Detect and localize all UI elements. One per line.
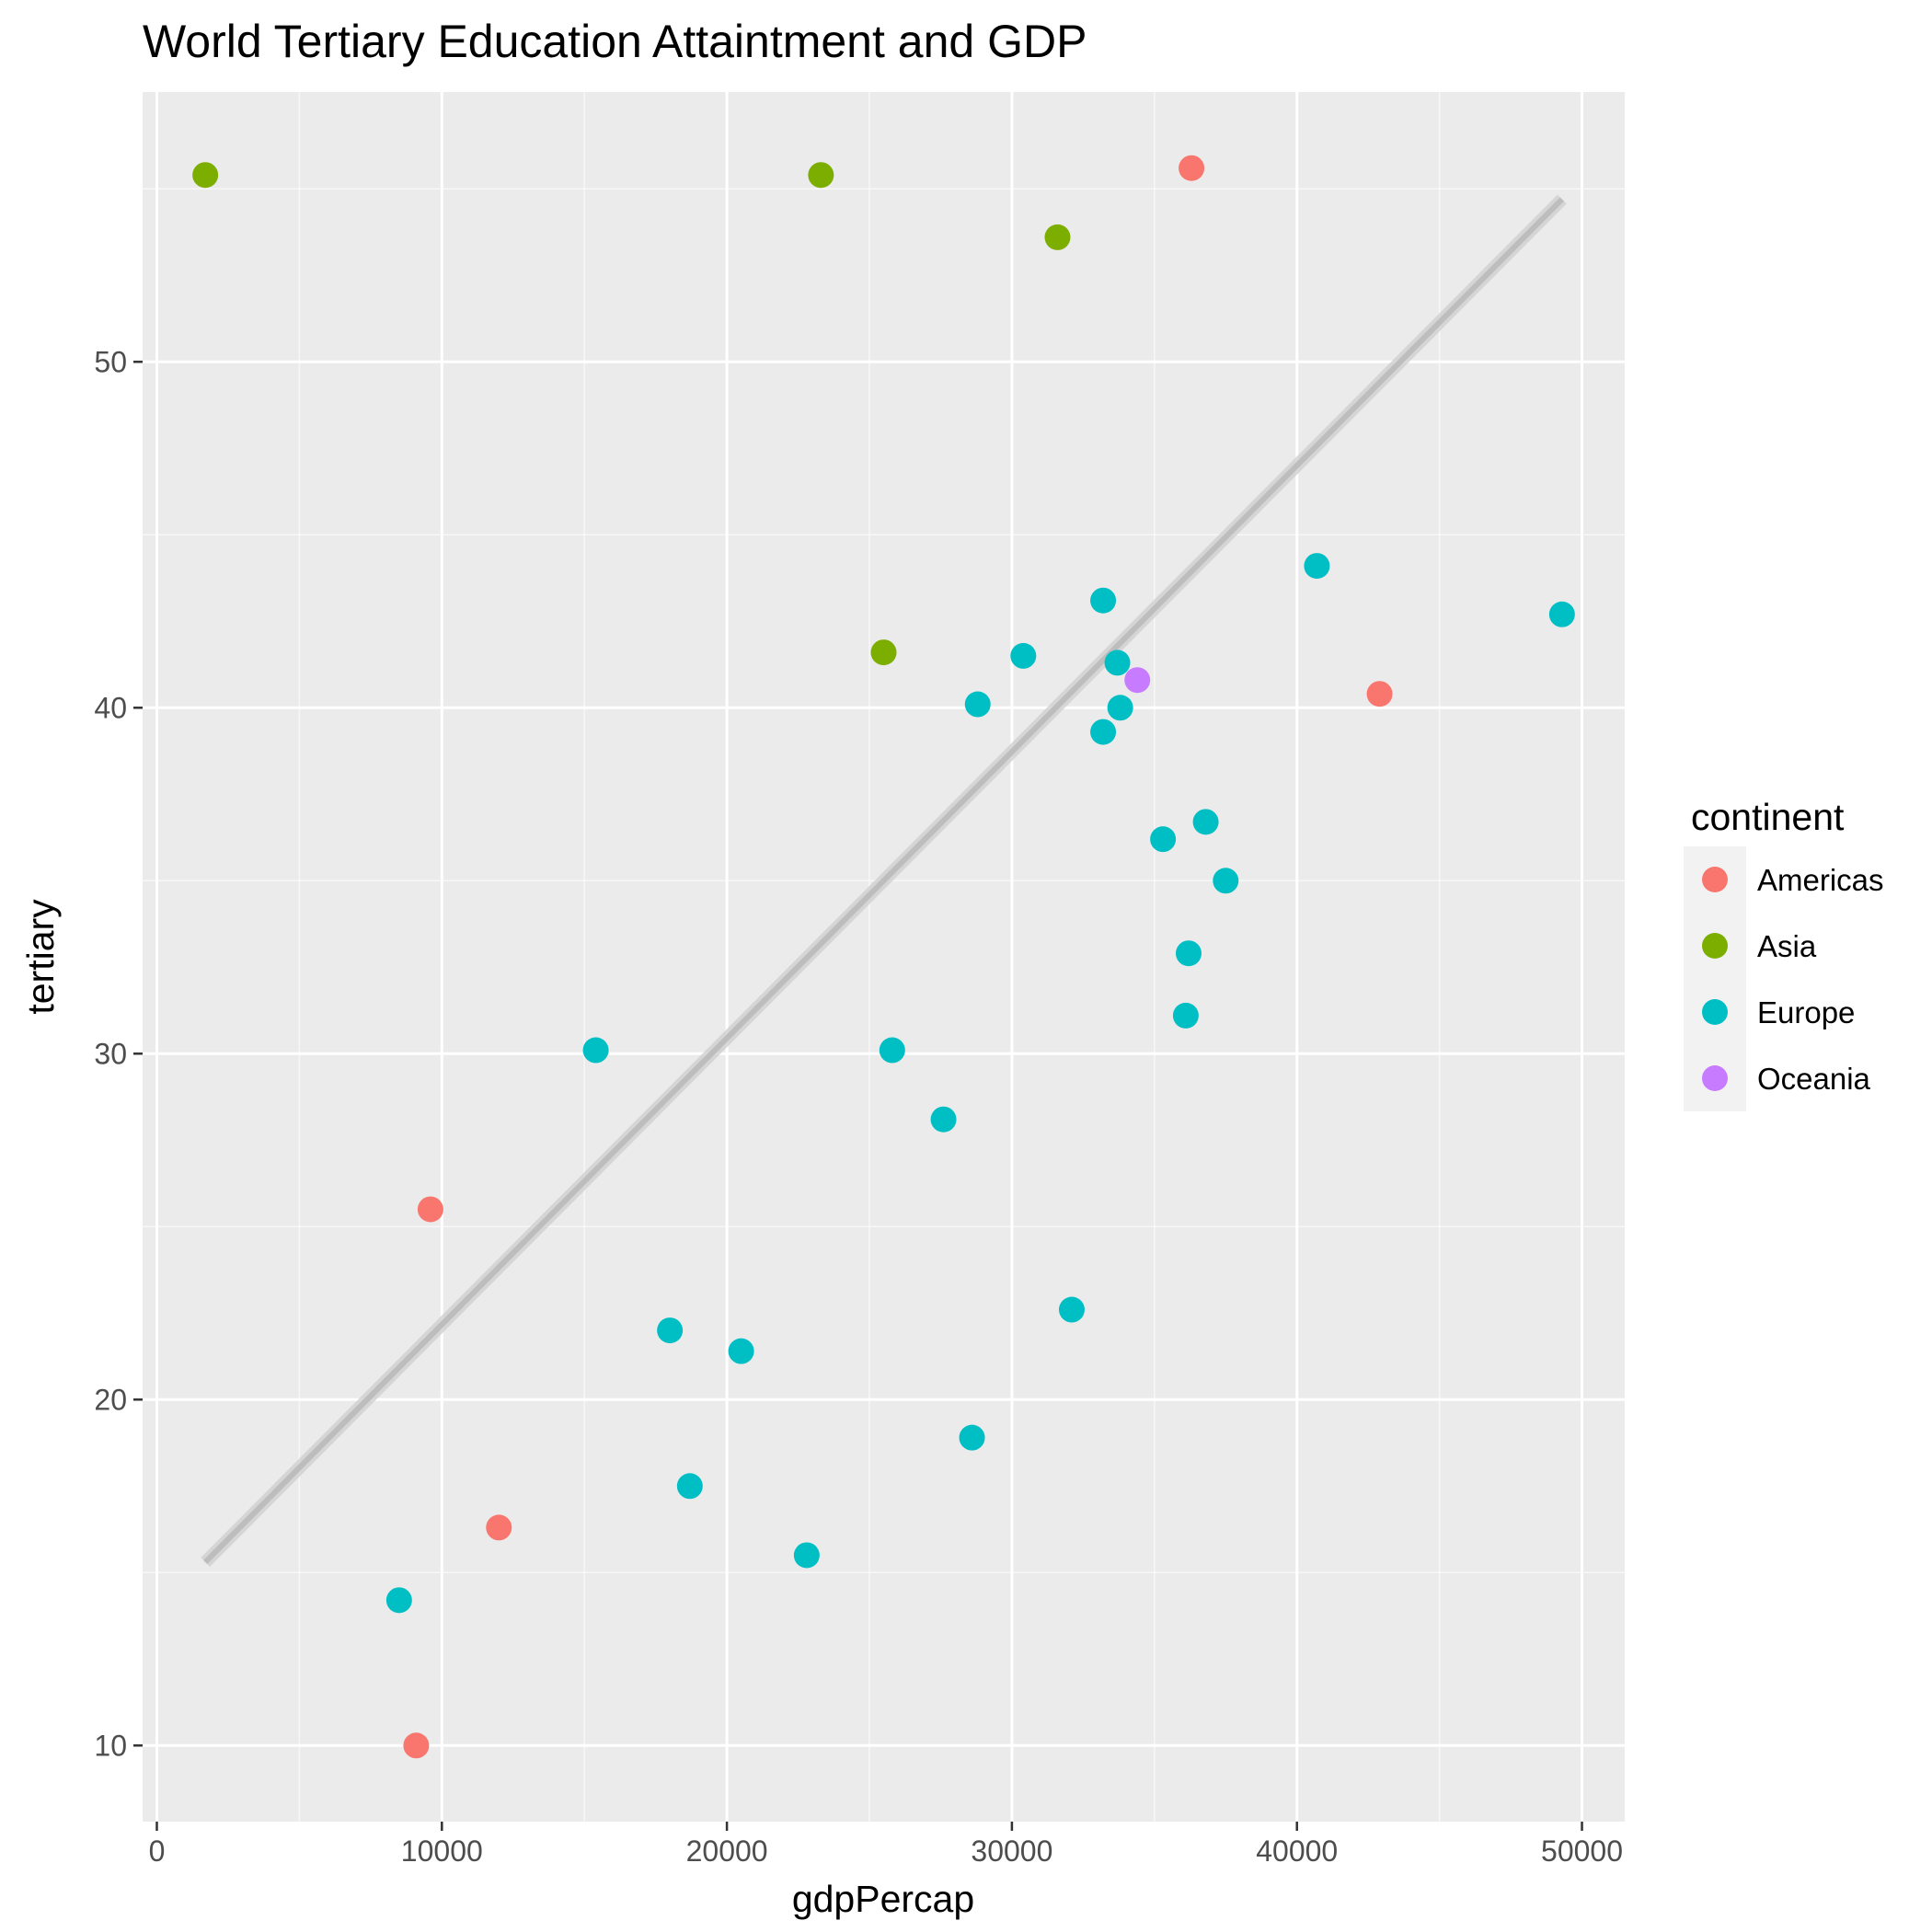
point-americas <box>1179 155 1205 181</box>
y-axis: 10 20 30 40 50 <box>94 345 143 1762</box>
legend-title: continent <box>1691 796 1845 838</box>
point-europe <box>964 691 991 718</box>
point-europe <box>1090 587 1117 614</box>
point-europe <box>793 1542 820 1569</box>
point-europe <box>1172 1002 1199 1029</box>
point-europe <box>1104 650 1131 676</box>
x-tick-label: 40000 <box>1256 1834 1338 1868</box>
legend-label-asia: Asia <box>1757 929 1817 963</box>
y-tick-label: 20 <box>94 1383 127 1416</box>
y-tick-label: 30 <box>94 1037 127 1070</box>
legend-label-europe: Europe <box>1757 995 1855 1029</box>
point-europe <box>582 1037 609 1064</box>
legend-swatch-americas <box>1702 867 1728 892</box>
point-europe <box>1213 868 1239 894</box>
x-tick-label: 50000 <box>1541 1834 1623 1868</box>
x-tick-label: 10000 <box>401 1834 483 1868</box>
point-europe <box>1090 719 1117 745</box>
point-europe <box>1107 695 1133 721</box>
x-axis-title: gdpPercap <box>792 1878 974 1920</box>
x-tick-label: 30000 <box>971 1834 1052 1868</box>
y-axis-title: tertiary <box>19 899 62 1015</box>
legend-swatch-asia <box>1702 933 1728 959</box>
point-americas <box>403 1732 430 1759</box>
legend-label-oceania: Oceania <box>1757 1062 1871 1096</box>
point-asia <box>192 162 219 189</box>
data-points <box>192 155 1575 1759</box>
point-americas <box>1366 681 1393 707</box>
point-europe <box>930 1106 957 1133</box>
chart-title: World Tertiary Education Attaintment and… <box>143 16 1087 67</box>
trendline <box>203 197 1564 1565</box>
point-europe <box>1058 1296 1085 1323</box>
legend-swatch-oceania <box>1702 1065 1728 1091</box>
point-americas <box>486 1514 512 1541</box>
y-tick-label: 50 <box>94 345 127 378</box>
legend: continent Americas Asia Europe Oceania <box>1684 796 1884 1111</box>
legend-keys: Americas Asia Europe Oceania <box>1684 846 1884 1111</box>
point-europe <box>879 1037 905 1064</box>
legend-swatch-europe <box>1702 999 1728 1025</box>
point-asia <box>808 162 834 189</box>
point-asia <box>870 639 897 666</box>
y-tick-label: 40 <box>94 691 127 724</box>
point-europe <box>1548 601 1575 627</box>
y-tick-label: 10 <box>94 1729 127 1762</box>
point-europe <box>1150 826 1177 853</box>
point-americas <box>417 1196 443 1223</box>
trendline-group <box>201 194 1567 1567</box>
point-europe <box>959 1424 985 1451</box>
point-europe <box>676 1473 703 1500</box>
point-europe <box>1175 940 1202 967</box>
major-gridlines <box>143 92 1625 1822</box>
point-europe <box>1192 809 1219 835</box>
point-europe <box>728 1338 754 1364</box>
minor-gridlines <box>143 92 1625 1822</box>
point-europe <box>1304 553 1330 580</box>
legend-label-americas: Americas <box>1757 863 1884 897</box>
point-europe <box>1010 642 1037 669</box>
point-oceania <box>1124 667 1151 694</box>
x-tick-label: 0 <box>149 1834 166 1868</box>
point-europe <box>657 1317 684 1344</box>
x-axis: 0 10000 20000 30000 40000 50000 <box>149 1822 1623 1868</box>
x-tick-label: 20000 <box>686 1834 768 1868</box>
point-asia <box>1044 224 1071 250</box>
point-europe <box>385 1587 412 1614</box>
